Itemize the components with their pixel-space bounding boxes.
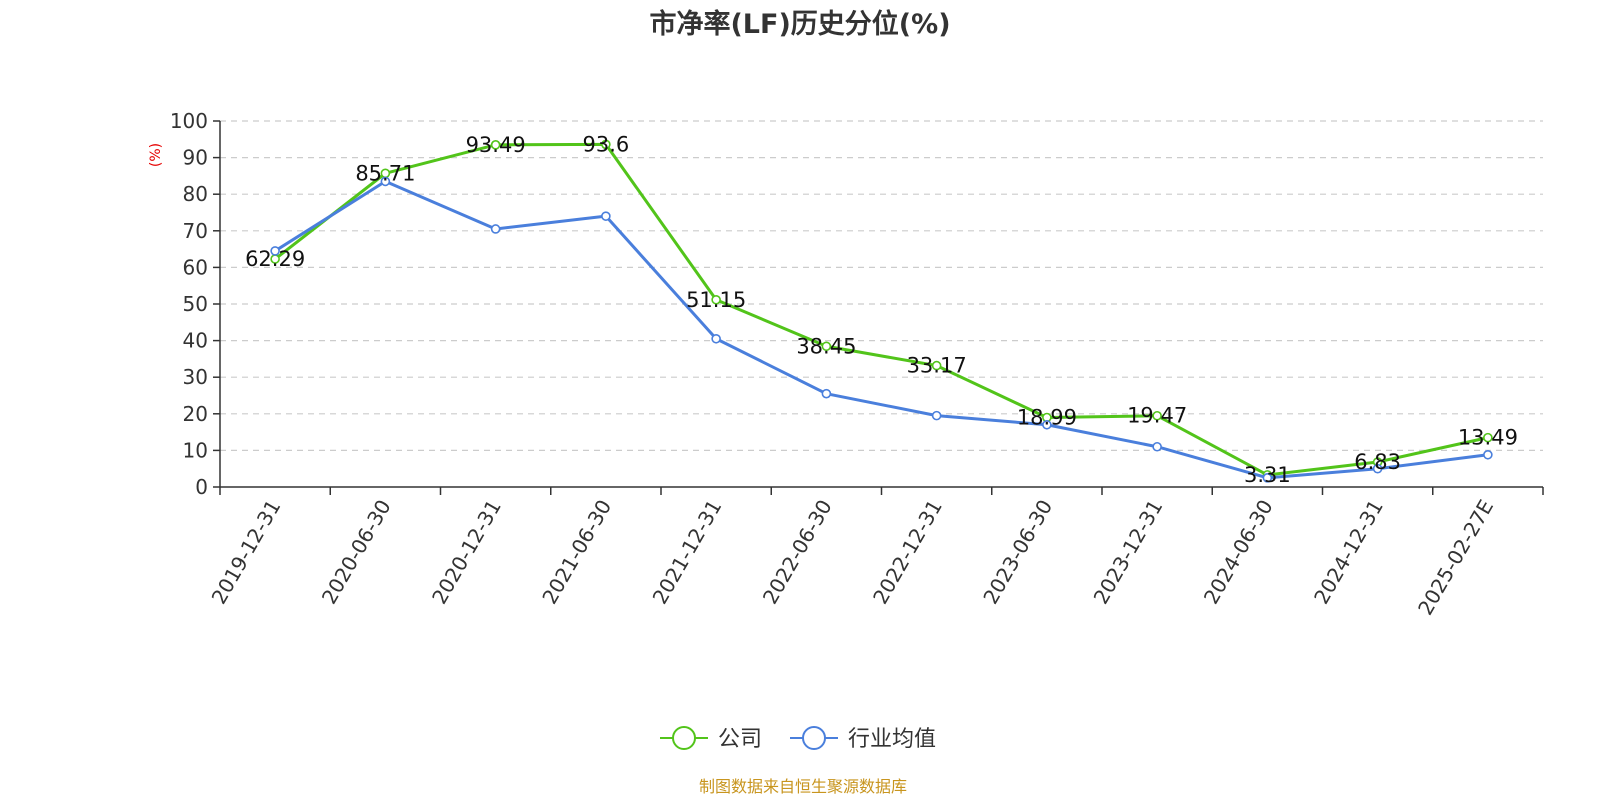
series-0	[270, 139, 1493, 480]
x-tick-label: 2022-06-30	[758, 496, 837, 609]
legend-label: 行业均值	[848, 727, 936, 752]
data-label: 51.15	[686, 288, 746, 312]
y-tick-label: 70	[183, 219, 208, 243]
y-tick-label: 90	[183, 146, 208, 170]
x-tick-label: 2022-12-31	[868, 496, 947, 609]
legend[interactable]: 公司 行业均值	[660, 726, 936, 752]
data-label: 93.49	[466, 133, 526, 157]
data-label: 62.29	[245, 247, 305, 271]
series-1	[270, 176, 1493, 483]
data-label: 93.6	[582, 132, 629, 156]
data-point	[380, 176, 391, 187]
y-tick-label: 100	[170, 109, 208, 133]
data-point	[1152, 441, 1162, 452]
data-label: 33.17	[907, 354, 967, 378]
data-point	[1262, 473, 1273, 483]
y-tick-label: 0	[195, 475, 208, 499]
data-point	[931, 410, 942, 421]
data-point	[601, 211, 611, 221]
legend-marker	[672, 726, 696, 750]
data-label: 3.31	[1244, 463, 1291, 487]
y-tick-label: 20	[183, 402, 208, 426]
x-tick-label: 2021-12-31	[648, 496, 727, 609]
data-label: 19.47	[1127, 404, 1187, 428]
legend-item[interactable]: 公司	[660, 726, 762, 752]
x-tick-label: 2021-06-30	[537, 496, 616, 609]
source-note: 制图数据来自恒生聚源数据库	[699, 777, 907, 796]
data-point	[821, 341, 832, 352]
data-point	[821, 388, 832, 399]
data-point	[711, 294, 721, 305]
legend-label: 公司	[718, 727, 762, 752]
data-point	[1152, 410, 1162, 421]
data-label: 38.45	[796, 334, 856, 358]
x-tick-label: 2023-06-30	[978, 496, 1057, 609]
data-point	[711, 333, 721, 344]
data-point	[270, 246, 280, 256]
data-labels: 62.29 85.71 93.49 93.6 51.15 38.45 33.17 18.99 1…	[245, 132, 1518, 486]
x-tick-label: 2020-12-31	[427, 496, 506, 609]
x-tick-label: 2025-02-27E	[1413, 496, 1498, 620]
data-label: 6.83	[1354, 450, 1401, 474]
x-tick-label: 2024-12-31	[1309, 496, 1388, 609]
y-tick-label: 80	[183, 182, 208, 206]
y-tick-label: 40	[183, 329, 208, 353]
chart-title: 市净率(LF)历史分位(%)	[649, 8, 950, 40]
data-point	[1483, 449, 1493, 460]
data-point	[1042, 419, 1052, 430]
data-point	[490, 224, 501, 234]
legend-marker	[802, 726, 826, 750]
x-tick-label: 2024-06-30	[1199, 496, 1278, 609]
series-line	[274, 179, 1489, 480]
data-point	[1483, 432, 1493, 443]
data-label: 13.49	[1458, 426, 1518, 450]
x-tick-label: 2023-12-31	[1089, 496, 1168, 609]
y-tick-label: 60	[183, 255, 208, 279]
axes	[213, 120, 1544, 495]
data-point	[601, 139, 611, 150]
data-label: 85.71	[355, 161, 415, 185]
x-tick-label: 2020-06-30	[317, 496, 396, 609]
data-point	[490, 140, 501, 150]
y-tick-label: 30	[183, 365, 208, 389]
series-lines	[270, 139, 1493, 483]
x-tick-labels: 2019-12-31 2020-06-30 2020-12-31 2021-06-30…	[207, 496, 1499, 620]
y-tick-label: 50	[183, 292, 208, 316]
data-point	[931, 360, 942, 371]
y-tick-label: 10	[183, 438, 208, 462]
grid-lines	[220, 120, 1543, 451]
data-point	[1372, 463, 1383, 474]
y-axis-label: (%)	[148, 143, 164, 167]
data-label: 18.99	[1017, 405, 1077, 429]
y-tick-labels: 0 10 20 30 40 50 60 70 80 90 100	[170, 109, 208, 499]
legend-item[interactable]: 行业均值	[790, 726, 936, 752]
series-line	[274, 142, 1489, 477]
x-tick-label: 2019-12-31	[207, 496, 286, 609]
